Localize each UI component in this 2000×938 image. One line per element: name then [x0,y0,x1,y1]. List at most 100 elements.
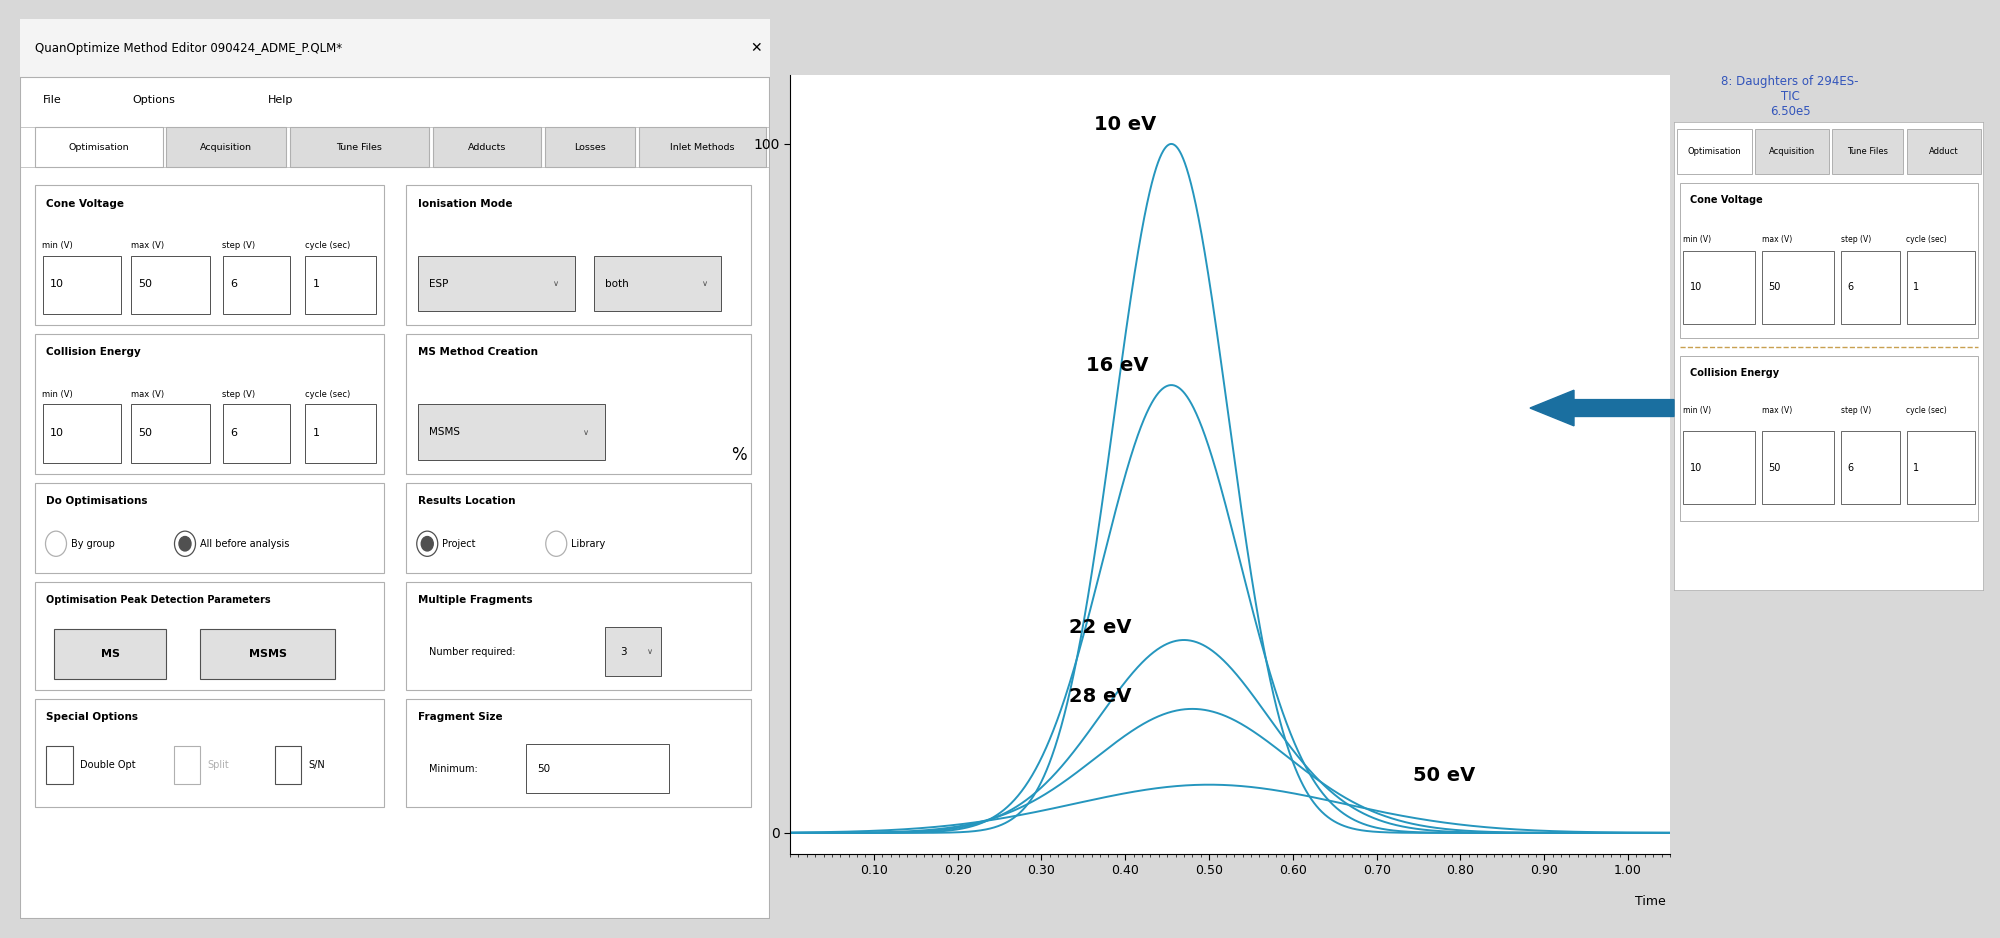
Text: Fragment Size: Fragment Size [418,712,502,722]
Text: Results Location: Results Location [418,496,516,506]
FancyBboxPatch shape [1842,431,1900,505]
FancyBboxPatch shape [432,127,542,167]
Text: cycle (sec): cycle (sec) [304,390,350,399]
Text: Library: Library [572,538,606,549]
FancyBboxPatch shape [276,747,302,784]
Text: Double Opt: Double Opt [80,761,136,770]
Text: max (V): max (V) [1762,234,1792,244]
Text: 10 eV: 10 eV [1094,115,1156,134]
Text: ∨: ∨ [646,647,654,657]
Text: ∨: ∨ [584,428,590,436]
FancyBboxPatch shape [36,482,384,572]
FancyBboxPatch shape [290,127,428,167]
FancyBboxPatch shape [1906,251,1974,324]
FancyBboxPatch shape [406,482,752,572]
FancyBboxPatch shape [166,127,286,167]
Text: Losses: Losses [574,143,606,152]
Text: Collision Energy: Collision Energy [1690,369,1778,378]
Text: 50 eV: 50 eV [1412,766,1474,785]
Text: 50: 50 [1768,282,1780,293]
Text: Minimum:: Minimum: [428,764,478,774]
Text: File: File [42,95,62,105]
FancyBboxPatch shape [1684,251,1754,324]
Text: S/N: S/N [308,761,326,770]
Circle shape [180,537,192,551]
Text: max (V): max (V) [1762,406,1792,415]
FancyBboxPatch shape [222,404,290,462]
FancyBboxPatch shape [304,255,376,314]
Text: Inlet Methods: Inlet Methods [670,143,734,152]
Text: min (V): min (V) [1684,234,1712,244]
Text: ∨: ∨ [554,279,560,288]
Text: MSMS: MSMS [428,427,460,437]
Circle shape [422,537,434,551]
FancyBboxPatch shape [406,186,752,325]
Text: Help: Help [268,95,292,105]
Text: Optimisation: Optimisation [1688,146,1742,156]
Text: ∨: ∨ [702,279,708,288]
Text: Time: Time [1636,895,1666,908]
Text: Cone Voltage: Cone Voltage [1690,195,1762,204]
Text: min (V): min (V) [1684,406,1712,415]
FancyBboxPatch shape [1674,122,1984,591]
Text: 1: 1 [312,280,320,290]
FancyBboxPatch shape [1680,183,1978,338]
FancyArrow shape [1530,390,1674,426]
FancyBboxPatch shape [304,404,376,462]
FancyBboxPatch shape [604,627,662,676]
Text: both: both [604,279,628,289]
Text: 3: 3 [620,647,626,657]
Text: MSMS: MSMS [248,649,286,659]
Text: 50: 50 [538,764,550,774]
Text: 50: 50 [1768,463,1780,473]
Text: Optimisation: Optimisation [68,143,130,152]
Text: 1: 1 [312,428,320,438]
FancyBboxPatch shape [418,404,604,460]
FancyBboxPatch shape [42,255,122,314]
FancyBboxPatch shape [36,127,162,167]
Text: MS: MS [100,649,120,659]
FancyBboxPatch shape [36,699,384,807]
Text: 1: 1 [1912,282,1918,293]
Text: cycle (sec): cycle (sec) [304,241,350,250]
Text: ✕: ✕ [750,41,762,55]
Text: cycle (sec): cycle (sec) [1906,234,1948,244]
FancyBboxPatch shape [132,255,210,314]
Text: 16 eV: 16 eV [1086,356,1148,375]
FancyBboxPatch shape [406,699,752,807]
FancyBboxPatch shape [526,744,668,794]
Text: Number required:: Number required: [428,647,516,657]
FancyBboxPatch shape [46,747,72,784]
Text: 10: 10 [50,280,64,290]
Text: Collision Energy: Collision Energy [46,347,140,357]
Text: ESP: ESP [428,279,448,289]
FancyBboxPatch shape [1906,431,1974,505]
Text: 10: 10 [1690,463,1702,473]
FancyBboxPatch shape [200,629,336,679]
Text: Split: Split [208,761,230,770]
FancyBboxPatch shape [174,747,200,784]
Text: Ionisation Mode: Ionisation Mode [418,199,512,209]
FancyBboxPatch shape [1684,431,1754,505]
Text: Tune Files: Tune Files [336,143,382,152]
FancyBboxPatch shape [36,186,384,325]
Text: Adducts: Adducts [468,143,506,152]
Text: max (V): max (V) [132,241,164,250]
FancyBboxPatch shape [1906,129,1980,174]
FancyBboxPatch shape [222,255,290,314]
Text: 6: 6 [230,280,238,290]
Text: step (V): step (V) [1842,406,1872,415]
FancyBboxPatch shape [594,255,722,311]
FancyBboxPatch shape [36,582,384,689]
Text: 6: 6 [230,428,238,438]
FancyBboxPatch shape [418,255,576,311]
Text: Do Optimisations: Do Optimisations [46,496,148,506]
Text: MS Method Creation: MS Method Creation [418,347,538,357]
Text: All before analysis: All before analysis [200,538,290,549]
FancyBboxPatch shape [20,19,770,77]
Text: min (V): min (V) [42,241,74,250]
FancyBboxPatch shape [544,127,636,167]
Text: step (V): step (V) [1842,234,1872,244]
Text: Special Options: Special Options [46,712,138,722]
Text: 50: 50 [138,428,152,438]
